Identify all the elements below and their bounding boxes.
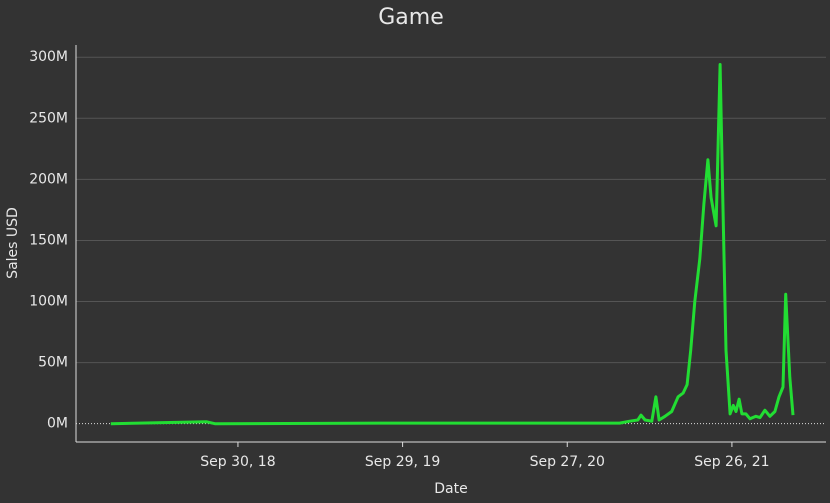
x-tick-label: Sep 27, 20 [530, 454, 605, 470]
y-tick-label: 0M [47, 416, 68, 432]
x-axis-label: Date [434, 481, 467, 497]
x-tick-label: Sep 26, 21 [694, 454, 769, 470]
y-tick-label: 250M [29, 110, 68, 126]
y-tick-label: 200M [29, 171, 68, 187]
x-tick-label: Sep 29, 19 [365, 454, 440, 470]
y-tick-label: 50M [38, 355, 68, 371]
y-axis-label: Sales USD [5, 207, 21, 279]
chart-title: Game [378, 5, 444, 30]
data-line [110, 63, 795, 426]
y-tick-label: 300M [29, 49, 68, 65]
x-tick-label: Sep 30, 18 [200, 454, 275, 470]
y-tick-label: 100M [29, 294, 68, 310]
y-tick-label: 150M [29, 232, 68, 248]
